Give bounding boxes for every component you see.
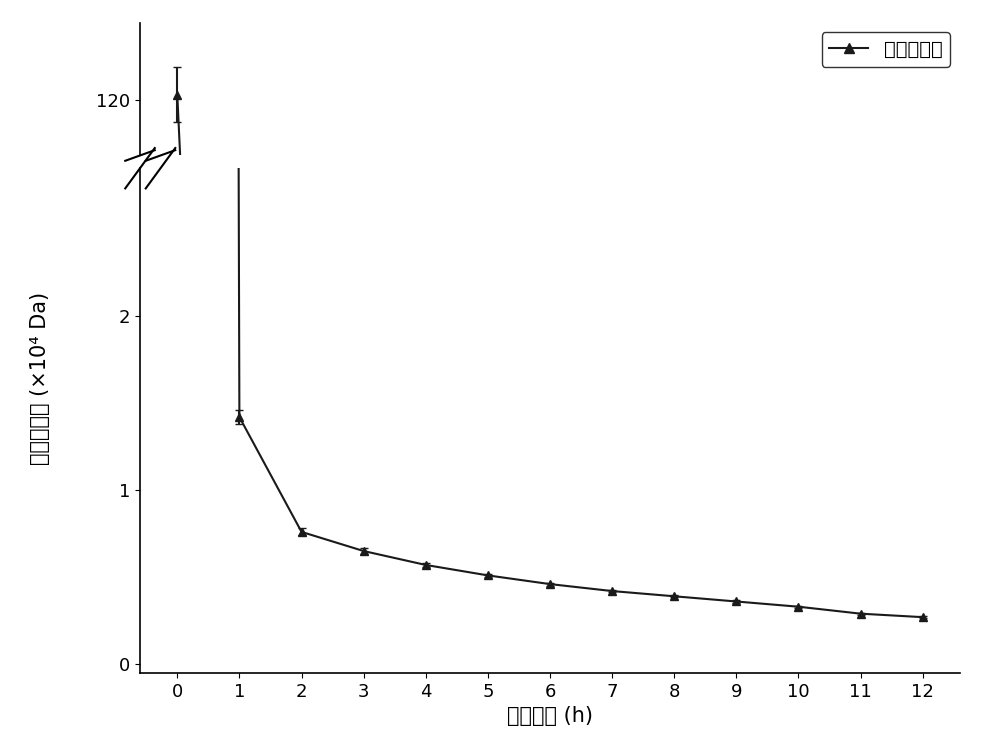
X-axis label: 水解时间 (h): 水解时间 (h) xyxy=(507,706,593,726)
Text: 平均分子量 (×10⁴ Da): 平均分子量 (×10⁴ Da) xyxy=(30,291,50,465)
Legend: 平均分子量: 平均分子量 xyxy=(822,33,950,67)
